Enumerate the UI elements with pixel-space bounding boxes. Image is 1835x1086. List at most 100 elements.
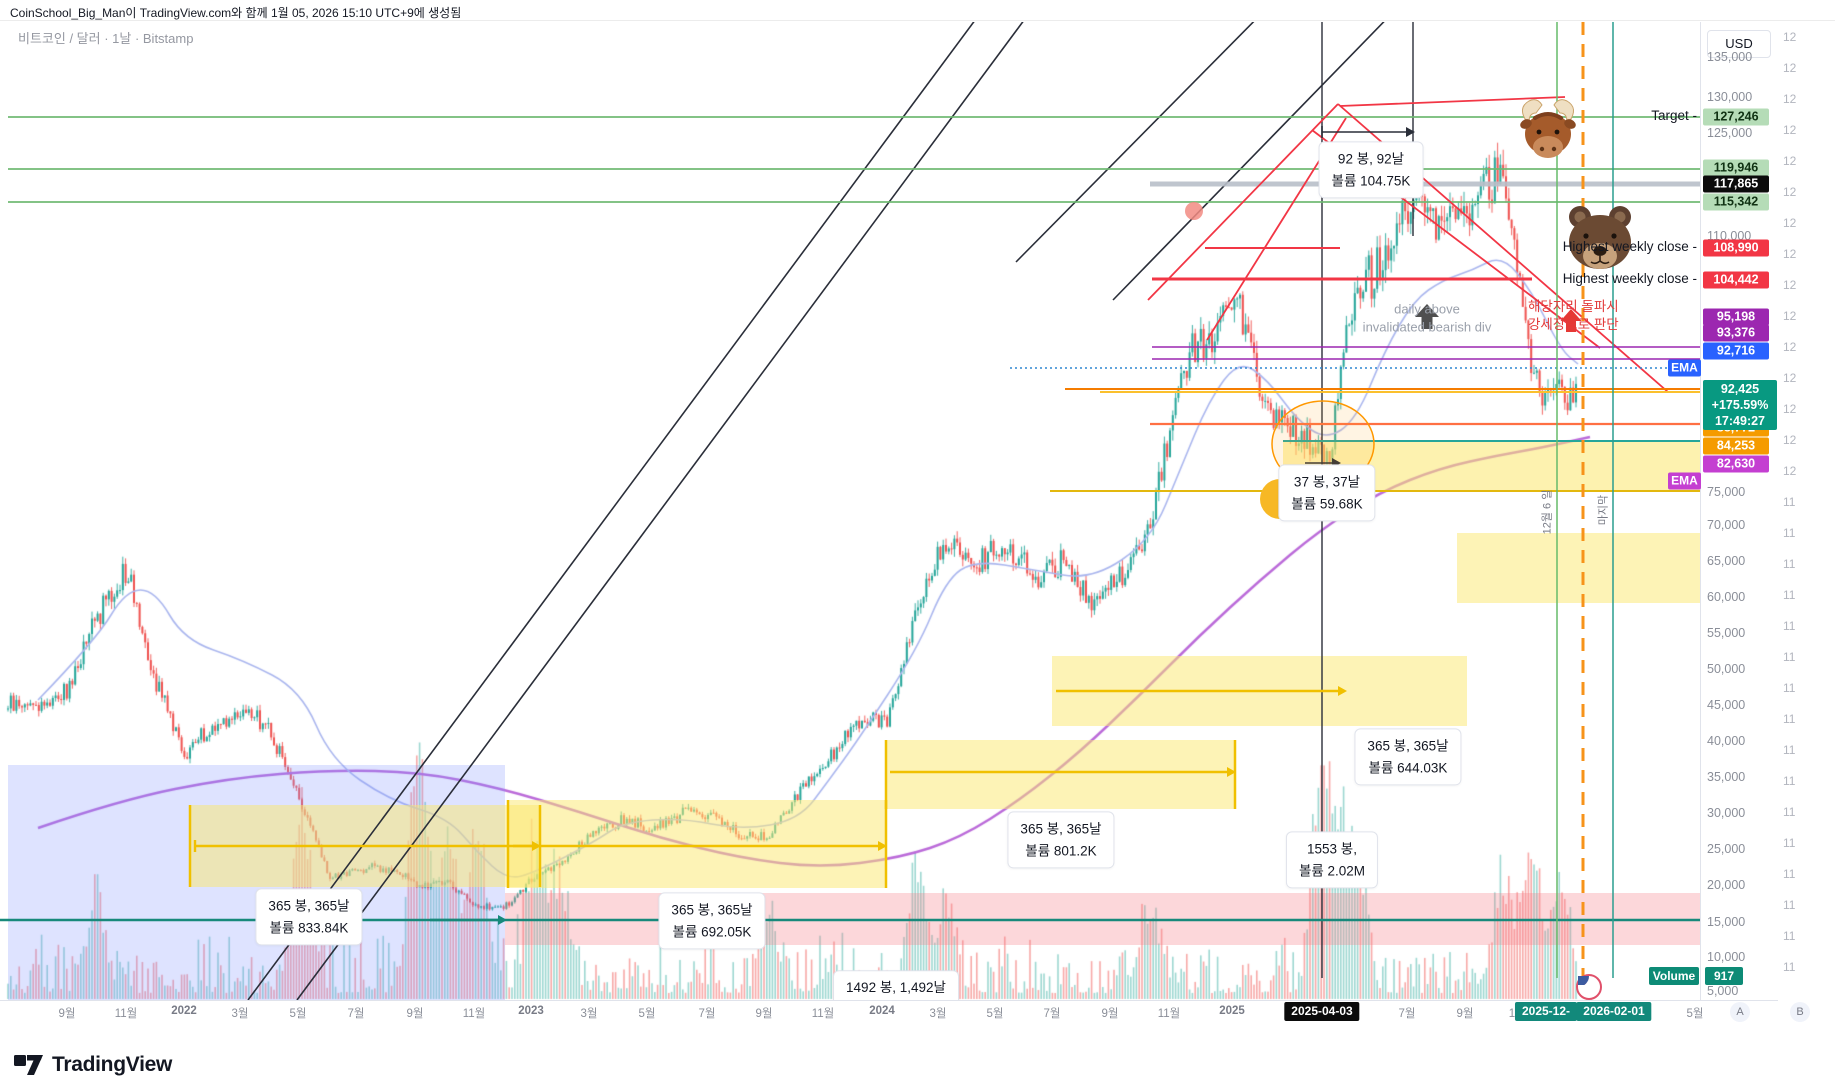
price-axis[interactable]: USD 135,000 130,000 125,000 110,000 75,000 70…	[1649, 22, 1779, 1000]
hwc-label-1: Highest weekly close -	[1563, 238, 1697, 256]
mini-scale-tick: 11	[1783, 650, 1796, 664]
drawing-overlay	[0, 22, 1700, 1000]
trend-line-16	[1339, 96, 1566, 107]
range-zone-6[interactable]	[1457, 533, 1700, 603]
trend-line-0	[247, 22, 975, 1000]
measure-labels: 92 봉, 92날 볼륨 104.75K 37 봉, 37날 볼륨 59.68K 365…	[0, 22, 1700, 1006]
price-label-chip: 127,246	[1703, 108, 1769, 126]
chart-area[interactable]: 92 봉, 92날 볼륨 104.75K 37 봉, 37날 볼륨 59.68K 365…	[0, 22, 1700, 1006]
mini-scale-tick: 11	[1783, 867, 1796, 881]
measure-label-line: 365 봉, 365날	[268, 898, 350, 914]
price-label-chip: 119,946	[1703, 159, 1769, 177]
axis-button-b[interactable]: B	[1790, 1002, 1810, 1022]
date-marker-last-line: 마지막	[1597, 494, 1610, 526]
date-tick: 3월	[580, 1008, 598, 1020]
range-zone-2[interactable]	[508, 800, 886, 888]
date-tick: 11월	[1157, 1008, 1181, 1020]
us-flag-icon	[1576, 974, 1602, 1000]
date-tick: 2025	[1219, 1005, 1245, 1017]
mini-scale-tick: 11	[1783, 619, 1796, 633]
date-tick: 2023	[518, 1005, 544, 1017]
measure-label-line: 볼륨 2.02M	[1298, 863, 1366, 878]
measure-label[interactable]: 37 봉, 37날 볼륨 59.68K	[1278, 464, 1376, 522]
date-label-chip: 2025-04-03	[1284, 1002, 1360, 1021]
measure-label[interactable]: 365 봉, 365날 볼륨 801.2K	[1007, 811, 1115, 869]
date-tick: 3월	[231, 1008, 249, 1020]
tradingview-logo[interactable]: TradingView	[14, 1052, 172, 1078]
bearish-div-note-line: daily above	[1394, 301, 1460, 317]
mini-scale-tick: 11	[1783, 836, 1796, 850]
measure-label-line: 37 봉, 37날	[1293, 474, 1361, 490]
price-tick: 45,000	[1707, 698, 1746, 712]
secondary-scale-column: 12 12 12 12 12 12 12 12 12 12 12 12 12 12 12 11 11 11 11 11…	[1779, 22, 1835, 1000]
breakout-note-line: 강세장으로 판단	[1528, 317, 1619, 333]
price-label-chip: 108,990	[1703, 239, 1769, 257]
mini-scale-tick: 11	[1783, 495, 1796, 509]
date-tick: 11월	[462, 1008, 486, 1020]
date-marker-dec6: 12월 6 일	[1541, 490, 1556, 535]
ema-tag: EMA	[1668, 359, 1701, 377]
hwc-label-1-line: Highest weekly close -	[1562, 238, 1697, 254]
price-tick: 15,000	[1707, 915, 1746, 929]
price-label-chip: 93,376	[1703, 324, 1769, 342]
date-tick: 9월	[406, 1008, 424, 1020]
price-label-chip: 117,865	[1703, 175, 1769, 193]
mini-scale-tick: 12	[1783, 154, 1797, 168]
measure-label-line: 365 봉, 365날	[1367, 738, 1449, 754]
price-tick: 65,000	[1707, 554, 1746, 568]
hwc-label-2-line: Highest weekly close -	[1562, 270, 1697, 286]
mini-scale-tick: 12	[1783, 402, 1797, 416]
measure-label-line: 365 봉, 365날	[671, 902, 753, 918]
price-tick: 125,000	[1707, 126, 1753, 140]
price-tick: 10,000	[1707, 950, 1746, 964]
measure-label[interactable]: 1492 봉, 1,492날	[833, 970, 959, 1006]
mini-scale-tick: 12	[1783, 216, 1797, 230]
measure-label[interactable]: 365 봉, 365날 볼륨 644.03K	[1354, 728, 1462, 786]
date-tick: 5월	[638, 1008, 656, 1020]
measure-label[interactable]: 1553 봉, 볼륨 2.02M	[1285, 831, 1379, 889]
mini-scale-tick: 12	[1783, 433, 1797, 447]
trend-line-1	[296, 22, 1024, 1000]
target-label: Target -	[1651, 107, 1697, 125]
date-label-chip: 2026-02-01	[1576, 1002, 1652, 1021]
drawn-zones	[0, 22, 1700, 1000]
date-tick: 11월	[114, 1008, 138, 1020]
measure-label[interactable]: 92 봉, 92날 볼륨 104.75K	[1318, 141, 1424, 199]
mini-scale-tick: 12	[1783, 61, 1797, 75]
date-axis[interactable]: A B 9월 11월 2022 3월 5월 7월 9월 11월 2023 3월 5월 7월 9월 11월 2…	[0, 1000, 1810, 1023]
range-zone-3[interactable]	[886, 740, 1235, 809]
price-tick: 70,000	[1707, 518, 1746, 532]
symbol-title[interactable]: 비트코인 / 달러 · 1날 · Bitstamp	[18, 31, 194, 46]
bear-icon	[1569, 206, 1631, 269]
mini-scale-tick: 11	[1783, 681, 1796, 695]
axis-button-a[interactable]: A	[1730, 1002, 1750, 1022]
price-label-chip: 92,716 EMA	[1668, 342, 1769, 377]
mini-scale-tick: 12	[1783, 30, 1797, 44]
bearish-div-note-line: invalidated bearish div	[1362, 319, 1492, 334]
date-tick: 9월	[58, 1008, 76, 1020]
mini-scale-tick: 12	[1783, 464, 1797, 478]
price-label-chip: 115,342	[1703, 193, 1769, 211]
tradingview-logo-text: TradingView	[52, 1053, 173, 1076]
breakout-note: 해당자리 돌파시 강세장으로 판단	[1528, 298, 1619, 334]
arrowhead-icon-6	[498, 915, 507, 925]
date-tick: 7월	[1398, 1008, 1416, 1020]
measure-label-line: 볼륨 801.2K	[1025, 843, 1097, 858]
bar-countdown: 17:49:27	[1714, 414, 1766, 428]
price-tick: 5,000	[1707, 984, 1739, 998]
price-tick: 130,000	[1707, 90, 1753, 104]
date-tick: 5월	[986, 1008, 1004, 1020]
price-tick: 50,000	[1707, 662, 1746, 676]
measure-label-line: 볼륨 692.05K	[672, 924, 752, 939]
currency-button[interactable]: USD	[1707, 30, 1771, 58]
mini-scale-tick: 11	[1783, 960, 1796, 974]
measure-label[interactable]: 365 봉, 365날 볼륨 833.84K	[255, 888, 363, 946]
arrowhead-icon-4	[1406, 127, 1415, 137]
trend-line-3	[1112, 22, 1385, 301]
price-label-chip: 84,253	[1703, 437, 1769, 455]
mini-scale-tick: 11	[1783, 774, 1796, 788]
bull-icon	[1520, 99, 1576, 158]
mini-scale-tick: 11	[1783, 712, 1796, 726]
mini-scale-tick: 11	[1783, 805, 1796, 819]
